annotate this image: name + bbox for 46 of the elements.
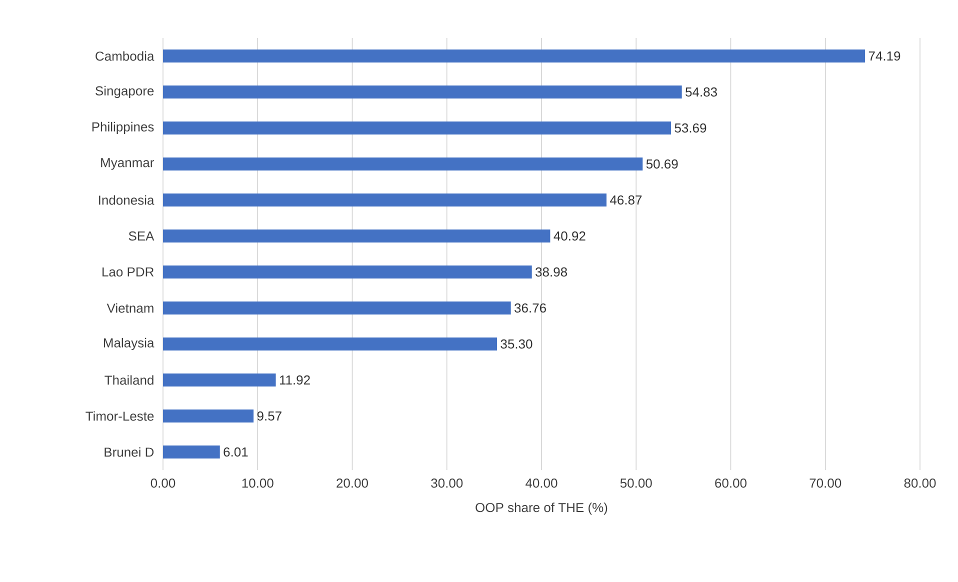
y-tick-label: Vietnam [106, 303, 154, 313]
y-tick-label: Indonesia [99, 195, 154, 205]
bar [163, 337, 498, 350]
y-tick-label: Cambodia [96, 51, 154, 61]
y-tick-label: Philippines [92, 122, 154, 134]
x-tick-label: 10.00 [242, 478, 274, 488]
bar [163, 121, 672, 134]
data-label: 35.30 [500, 339, 532, 349]
y-tick-label: Singapore [96, 86, 154, 98]
bar [163, 265, 532, 278]
data-label: 46.87 [610, 195, 642, 205]
data-label: 50.69 [646, 159, 678, 169]
y-tick-label: Myanmar [101, 158, 154, 170]
x-tick-label: 40.00 [526, 478, 558, 488]
bar [163, 193, 607, 206]
x-tick-label: 80.00 [904, 478, 936, 488]
y-tick-label: Timor-Leste [86, 411, 154, 421]
data-label: 54.83 [686, 87, 717, 97]
data-label: 74.19 [868, 51, 900, 61]
x-tick-label: 30.00 [431, 478, 463, 488]
bar [163, 49, 866, 62]
data-label: 9.57 [257, 411, 282, 421]
y-tick-label: Lao PDR [102, 267, 154, 277]
data-label: 38.98 [536, 267, 568, 277]
data-label: 40.92 [554, 231, 586, 241]
data-label: 53.69 [674, 123, 706, 133]
x-tick-label: 20.00 [336, 478, 368, 488]
bar [163, 229, 550, 242]
x-tick-label: 60.00 [715, 478, 746, 488]
bar [163, 157, 643, 170]
x-tick-label: 70.00 [810, 478, 842, 488]
bar [163, 446, 220, 458]
bar [163, 373, 276, 386]
x-axis-title: OOP share of THE (%) [476, 502, 608, 515]
y-tick-label: Brunei D [104, 447, 154, 457]
y-tick-label: Malaysia [104, 338, 154, 350]
bar [163, 301, 511, 314]
data-label: 36.76 [514, 303, 546, 313]
data-label: 6.01 [224, 447, 248, 457]
bar [163, 410, 254, 422]
y-tick-label: SEA [128, 231, 154, 241]
data-label: 11.92 [280, 375, 310, 385]
x-tick-label: 0.00 [150, 478, 176, 488]
bar [163, 85, 682, 98]
y-tick-label: Thailand [104, 375, 154, 385]
x-tick-label: 50.00 [620, 478, 652, 488]
